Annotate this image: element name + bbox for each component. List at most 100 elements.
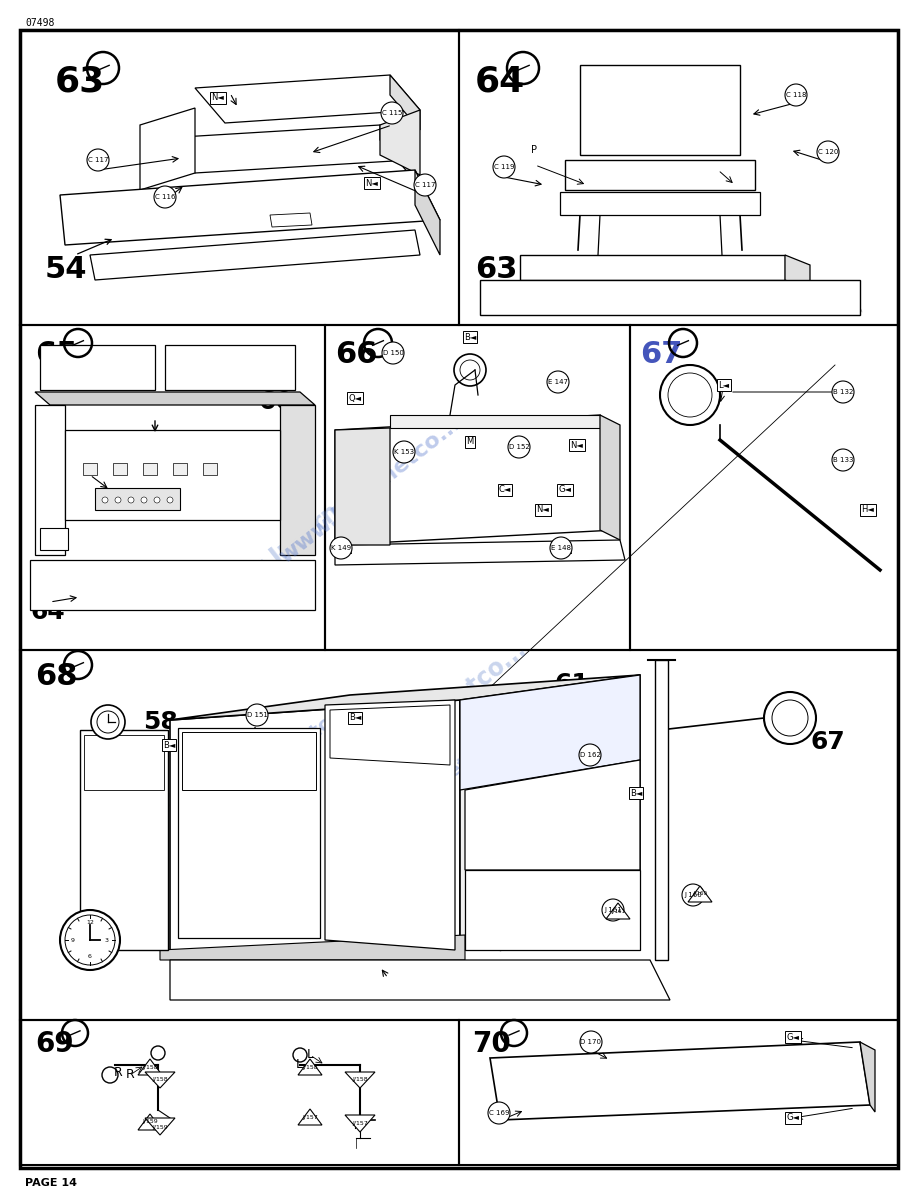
Text: 59: 59 bbox=[375, 969, 409, 994]
Text: E 147: E 147 bbox=[548, 379, 568, 385]
Text: J/158: J/158 bbox=[353, 1078, 368, 1082]
Circle shape bbox=[550, 537, 572, 560]
Text: 6: 6 bbox=[88, 954, 92, 960]
Circle shape bbox=[682, 884, 704, 906]
Polygon shape bbox=[165, 125, 410, 173]
Circle shape bbox=[579, 744, 601, 766]
Text: 65: 65 bbox=[35, 340, 77, 369]
Text: J/158: J/158 bbox=[142, 1064, 158, 1069]
Text: 67: 67 bbox=[640, 340, 682, 369]
Text: www.Internetco...: www.Internetco... bbox=[208, 447, 411, 613]
Polygon shape bbox=[335, 428, 390, 545]
Polygon shape bbox=[138, 1114, 162, 1130]
Text: 70: 70 bbox=[472, 1030, 510, 1059]
Circle shape bbox=[488, 1102, 510, 1124]
Text: H◄: H◄ bbox=[862, 506, 875, 514]
Text: J/160: J/160 bbox=[693, 891, 707, 897]
Polygon shape bbox=[345, 1116, 375, 1132]
Polygon shape bbox=[460, 675, 640, 790]
Text: E 148: E 148 bbox=[551, 545, 571, 551]
Polygon shape bbox=[35, 392, 315, 405]
Text: 63: 63 bbox=[55, 65, 106, 99]
Polygon shape bbox=[465, 870, 640, 950]
Text: K 153: K 153 bbox=[394, 449, 414, 455]
Text: C 117: C 117 bbox=[415, 182, 435, 188]
Polygon shape bbox=[298, 1059, 322, 1075]
Circle shape bbox=[141, 497, 147, 503]
Polygon shape bbox=[415, 170, 440, 255]
Text: C 115: C 115 bbox=[382, 110, 402, 116]
Circle shape bbox=[580, 1031, 602, 1053]
Circle shape bbox=[115, 497, 121, 503]
Polygon shape bbox=[860, 1042, 875, 1112]
Polygon shape bbox=[35, 405, 65, 555]
Circle shape bbox=[414, 173, 436, 196]
Bar bbox=[630, 326, 898, 650]
Bar bbox=[459, 30, 898, 326]
Text: 63: 63 bbox=[475, 255, 518, 284]
Polygon shape bbox=[178, 728, 320, 939]
Text: R: R bbox=[114, 1066, 122, 1079]
Polygon shape bbox=[140, 108, 195, 190]
Text: N◄: N◄ bbox=[365, 178, 378, 188]
Circle shape bbox=[764, 691, 816, 744]
Text: J/161: J/161 bbox=[611, 909, 625, 914]
Text: D 151: D 151 bbox=[247, 712, 267, 718]
Circle shape bbox=[547, 371, 569, 393]
Text: C 116: C 116 bbox=[155, 194, 175, 200]
Text: 56: 56 bbox=[258, 455, 289, 475]
Polygon shape bbox=[565, 160, 755, 190]
Circle shape bbox=[832, 381, 854, 403]
Polygon shape bbox=[270, 213, 312, 227]
Polygon shape bbox=[165, 345, 295, 390]
Polygon shape bbox=[380, 125, 410, 175]
Text: C 119: C 119 bbox=[494, 164, 514, 170]
Text: 64: 64 bbox=[475, 65, 525, 99]
Text: www.Internetco...: www.Internetco... bbox=[353, 727, 508, 853]
Text: 68: 68 bbox=[35, 662, 77, 691]
Text: 65: 65 bbox=[100, 800, 135, 824]
Text: 67: 67 bbox=[810, 729, 845, 754]
Text: J 160: J 160 bbox=[684, 892, 702, 898]
Text: 61: 61 bbox=[555, 672, 590, 696]
Text: G◄: G◄ bbox=[787, 1032, 800, 1042]
Polygon shape bbox=[298, 1110, 322, 1125]
Polygon shape bbox=[160, 935, 465, 960]
Text: www.Internetco...: www.Internetco... bbox=[196, 691, 364, 828]
Circle shape bbox=[91, 704, 125, 739]
Text: C 169: C 169 bbox=[488, 1110, 509, 1116]
Polygon shape bbox=[90, 230, 420, 280]
Polygon shape bbox=[182, 732, 316, 790]
Text: 60: 60 bbox=[258, 390, 293, 413]
Text: D 170: D 170 bbox=[580, 1040, 601, 1045]
Bar bbox=[143, 463, 157, 475]
Bar bbox=[20, 30, 459, 326]
Text: www.Internetco...: www.Internetco... bbox=[275, 413, 465, 567]
Text: D 150: D 150 bbox=[383, 350, 403, 356]
Text: G◄: G◄ bbox=[787, 1113, 800, 1123]
Polygon shape bbox=[606, 903, 630, 920]
Circle shape bbox=[381, 102, 403, 124]
Text: www.Internetco...: www.Internetco... bbox=[329, 637, 532, 803]
Circle shape bbox=[246, 704, 268, 726]
Text: 3: 3 bbox=[105, 937, 109, 942]
Bar bbox=[173, 463, 187, 475]
Polygon shape bbox=[330, 704, 450, 765]
Text: B◄: B◄ bbox=[162, 740, 175, 750]
Polygon shape bbox=[195, 75, 420, 124]
Text: M: M bbox=[466, 437, 474, 447]
Text: J/157: J/157 bbox=[302, 1114, 318, 1119]
Polygon shape bbox=[688, 886, 712, 902]
Text: B◄: B◄ bbox=[630, 789, 643, 797]
Bar bbox=[83, 463, 97, 475]
Polygon shape bbox=[325, 700, 455, 950]
Text: C◄: C◄ bbox=[498, 486, 511, 494]
Polygon shape bbox=[40, 345, 155, 390]
Polygon shape bbox=[580, 65, 740, 154]
Bar bbox=[40, 527, 68, 550]
Text: 58: 58 bbox=[143, 710, 178, 734]
Bar bbox=[113, 463, 127, 475]
Bar bbox=[203, 463, 217, 475]
Circle shape bbox=[128, 497, 134, 503]
Text: N◄: N◄ bbox=[571, 441, 584, 449]
